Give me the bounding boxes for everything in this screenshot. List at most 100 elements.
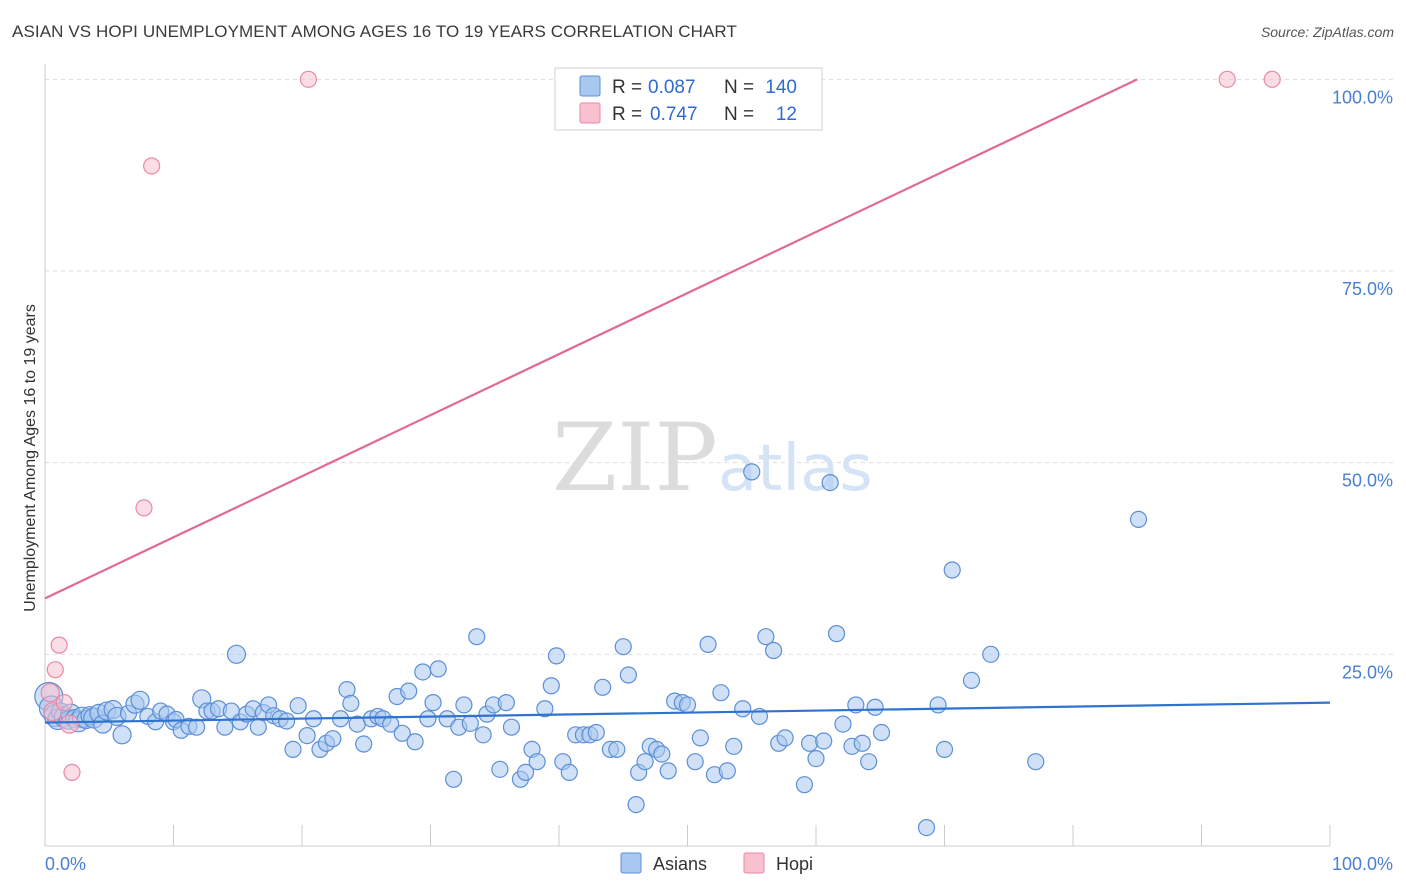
asian-point — [474, 726, 492, 744]
asian-point — [757, 628, 775, 646]
asian-point — [438, 710, 456, 728]
asian-point — [935, 740, 954, 759]
asian-point — [614, 638, 632, 656]
asian-point — [800, 734, 819, 752]
x-tick-label: 100.0% — [1332, 854, 1393, 874]
hopi-point — [299, 70, 318, 88]
asian-point — [1129, 510, 1148, 529]
hopi-point — [135, 499, 153, 517]
asian-point — [298, 726, 316, 745]
asian-trend-line — [44, 701, 1331, 724]
asian-point — [807, 749, 825, 768]
hopi-legend-swatch-bottom — [743, 852, 765, 874]
asian-point — [678, 696, 697, 714]
hopi-point — [63, 763, 81, 782]
hopi-n-label: N = — [724, 104, 754, 125]
watermark-zip: ZIP — [552, 404, 718, 513]
y-axis-label: Unemployment Among Ages 16 to 19 years — [22, 304, 39, 612]
asian-point — [455, 696, 473, 714]
hopi-point — [59, 714, 80, 734]
asian-point — [289, 697, 307, 715]
hopi-r-label: R = — [612, 104, 642, 125]
hopi-point — [40, 683, 60, 703]
asian-point — [834, 715, 852, 733]
asian-point — [686, 753, 704, 771]
asian-n-label: N = — [724, 77, 754, 98]
watermark: ZIP atlas — [552, 404, 873, 513]
asian-point — [712, 684, 730, 702]
asian-points — [34, 463, 1148, 837]
gridlines — [45, 78, 1395, 655]
asian-point — [536, 700, 554, 718]
asian-point — [429, 660, 447, 678]
asian-point — [419, 710, 437, 728]
hopi-point — [46, 661, 64, 679]
asian-point — [461, 714, 479, 732]
hopi-point — [1218, 70, 1236, 88]
asian-r-value: 0.087 — [648, 77, 696, 98]
y-tick-label: 100.0% — [1332, 87, 1393, 107]
hopi-trend-line — [44, 78, 1138, 600]
asian-point — [636, 753, 654, 771]
asian-point — [743, 463, 761, 481]
asian-point — [860, 753, 878, 771]
asian-point — [491, 760, 509, 778]
asian-point — [776, 729, 794, 747]
asian-point — [112, 725, 132, 745]
series-legend: Asians Hopi — [620, 852, 813, 874]
asian-r-label: R = — [612, 77, 642, 98]
hopi-r-value: 0.747 — [650, 104, 698, 125]
y-tick-labels: 25.0% 50.0% 75.0% 100.0% — [1332, 87, 1393, 682]
hopi-legend-label: Hopi — [776, 854, 813, 874]
asian-point — [516, 763, 535, 782]
asian-point — [699, 635, 717, 653]
x-tick-labels: 0.0% 100.0% — [45, 854, 1393, 874]
asian-point — [284, 740, 302, 759]
asian-point — [502, 718, 521, 736]
asian-point — [324, 730, 342, 748]
asian-n-value: 140 — [765, 77, 797, 98]
asian-point — [872, 723, 891, 742]
y-tick-label: 75.0% — [1342, 279, 1393, 299]
asian-point — [188, 718, 206, 736]
asian-point — [249, 718, 267, 736]
asian-point — [547, 647, 566, 665]
y-tick-label: 25.0% — [1342, 662, 1393, 682]
asian-point — [400, 682, 418, 700]
asian-point — [560, 763, 578, 782]
asian-point — [424, 694, 442, 712]
asian-point — [393, 724, 411, 742]
chart-title: ASIAN VS HOPI UNEMPLOYMENT AMONG AGES 16… — [12, 22, 737, 41]
asian-point — [216, 718, 234, 736]
asian-point — [445, 770, 463, 788]
asian-point — [943, 561, 961, 579]
asian-point — [821, 474, 839, 492]
asian-point — [734, 700, 752, 718]
asian-point — [691, 729, 709, 747]
hopi-point — [50, 636, 68, 654]
hopi-point — [55, 694, 73, 712]
asian-point — [718, 762, 736, 780]
asian-point — [355, 735, 373, 753]
asian-point — [277, 712, 296, 730]
asian-point — [853, 734, 871, 752]
asian-point — [815, 732, 833, 750]
asians-legend-swatch — [620, 852, 642, 874]
asian-point — [619, 666, 637, 684]
asian-point — [382, 715, 400, 733]
hopi-legend-swatch — [579, 102, 601, 124]
x-tick-label: 0.0% — [45, 854, 86, 874]
asians-legend-label: Asians — [653, 854, 707, 874]
chart-source: Source: ZipAtlas.com — [1260, 24, 1394, 40]
asian-point — [608, 740, 626, 759]
asian-point — [653, 745, 671, 763]
asian-point — [929, 696, 947, 714]
asian-point — [982, 645, 1000, 663]
asian-point — [725, 737, 743, 755]
asian-point — [414, 663, 432, 681]
hopi-n-value: 12 — [776, 104, 797, 125]
asian-point — [594, 678, 612, 696]
asian-point — [1027, 753, 1045, 771]
watermark-atlas: atlas — [718, 432, 873, 506]
